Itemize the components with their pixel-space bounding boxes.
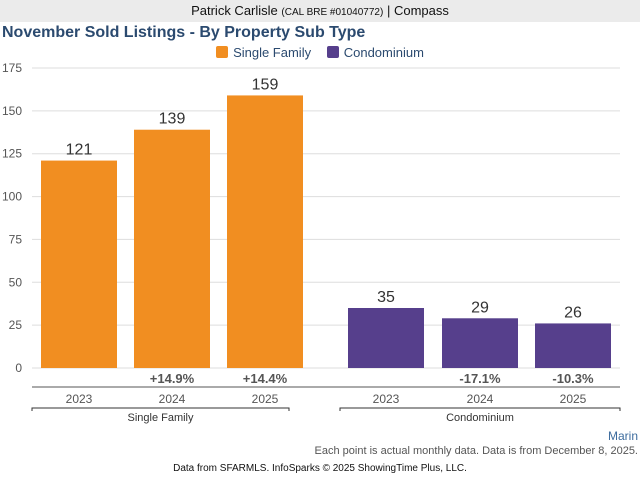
- y-tick-label: 50: [9, 275, 23, 289]
- y-tick-label: 100: [2, 190, 22, 204]
- change-label: +14.9%: [150, 371, 195, 386]
- change-label: +14.4%: [243, 371, 288, 386]
- x-tick-label: 2024: [467, 392, 494, 406]
- legend-swatch-condominium: [326, 46, 339, 58]
- x-tick-label: 2023: [66, 392, 93, 406]
- bar-single-family-2025: [227, 95, 303, 368]
- y-tick-label: 175: [2, 61, 22, 75]
- group-label: Single Family: [127, 412, 194, 424]
- y-tick-label: 25: [9, 318, 23, 332]
- bar-single-family-2023: [41, 160, 117, 368]
- bar-single-family-2024: [134, 129, 210, 368]
- bar-condominium-2025: [535, 323, 611, 368]
- data-note: Each point is actual monthly data. Data …: [314, 445, 638, 457]
- region-label: Marin: [607, 429, 638, 443]
- data-label: 139: [159, 111, 186, 128]
- legend-item-condominium[interactable]: Condominium: [326, 45, 424, 60]
- footer-credit: Data from SFARMLS. InfoSparks © 2025 Sho…: [173, 463, 467, 474]
- license-number: (CAL BRE #01040772): [281, 7, 384, 18]
- legend-swatch-single-family: [216, 46, 229, 58]
- group-label: Condominium: [446, 412, 514, 424]
- data-label: 121: [66, 142, 93, 159]
- y-tick-label: 75: [9, 232, 23, 246]
- bar-chart: 0 25 50 75 100 125 150 175 121 2023 139 +14.9% 2024 1…: [2, 61, 621, 424]
- x-tick-label: 2023: [373, 392, 400, 406]
- x-tick-label: 2025: [252, 392, 279, 406]
- group-bracket: [31, 407, 290, 411]
- data-label: 159: [252, 76, 279, 93]
- change-label: -17.1%: [459, 371, 501, 386]
- y-tick-label: 125: [2, 147, 22, 161]
- bar-condominium-2024: [442, 318, 518, 368]
- brokerage-name: Compass: [393, 3, 449, 18]
- x-tick-label: 2024: [159, 392, 186, 406]
- legend-label-single-family: Single Family: [233, 45, 312, 60]
- agent-name: Patrick Carlisle: [191, 3, 278, 18]
- data-label: 29: [471, 299, 489, 316]
- chart-legend: Single Family Condominium: [0, 45, 640, 60]
- data-label: 26: [564, 304, 582, 321]
- header-separator: |: [386, 3, 391, 18]
- bar-condominium-2023: [348, 308, 424, 368]
- group-bracket: [339, 407, 621, 411]
- change-label: -10.3%: [552, 371, 594, 386]
- data-label: 35: [377, 289, 395, 306]
- chart-title: November Sold Listings - By Property Sub…: [2, 24, 366, 41]
- y-tick-label: 150: [2, 104, 22, 118]
- legend-label-condominium: Condominium: [343, 45, 424, 60]
- agent-header: Patrick Carlisle (CAL BRE #01040772) | C…: [0, 0, 640, 22]
- y-tick-label: 0: [15, 361, 22, 375]
- x-tick-label: 2025: [560, 392, 587, 406]
- legend-item-single-family[interactable]: Single Family: [216, 45, 311, 60]
